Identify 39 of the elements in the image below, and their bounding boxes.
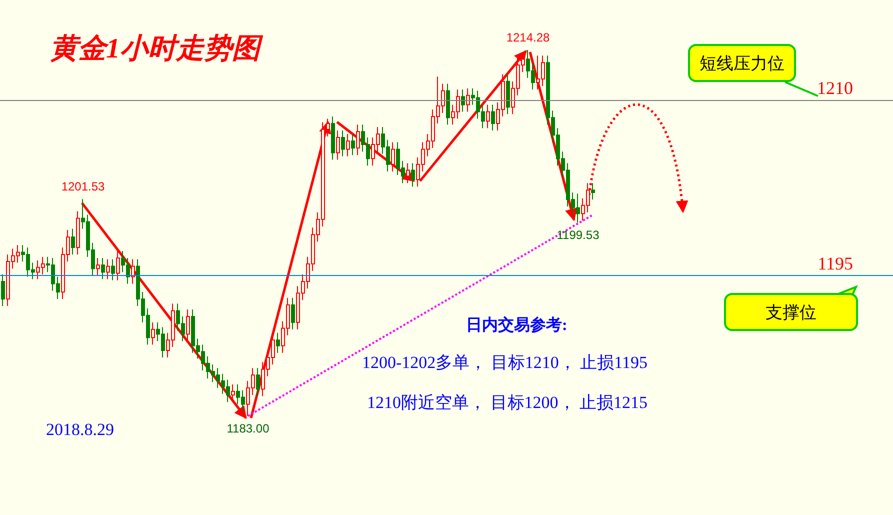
- annotation: 1183.00: [226, 422, 270, 436]
- candlestick: [346, 134, 350, 157]
- candlestick: [151, 322, 155, 346]
- candlestick: [491, 104, 495, 131]
- annotation: 1201.53: [61, 180, 106, 194]
- candlestick: [1, 274, 5, 307]
- candlestick: [331, 116, 335, 160]
- candlestick: [76, 210, 80, 256]
- candlestick: [336, 130, 340, 160]
- annotation: 1214.28: [506, 30, 550, 44]
- annotation: 1200-1202多单， 目标1210， 止损1195: [362, 352, 648, 374]
- candlestick: [101, 258, 105, 280]
- candlestick: [111, 258, 115, 281]
- candlestick: [96, 258, 100, 276]
- candlestick: [506, 74, 510, 115]
- candlestick: [351, 134, 355, 156]
- annotation: 1199.53: [556, 228, 600, 242]
- candlestick: [486, 104, 490, 129]
- candlestick: [231, 384, 235, 402]
- ref-line-label: 1210: [817, 78, 853, 98]
- text: 2018.8.29: [46, 420, 114, 440]
- candlestick: [116, 250, 120, 281]
- candlestick: [466, 88, 470, 112]
- annotation: 日内交易参考:: [466, 315, 568, 336]
- chart-title: 黄金1小时走势图: [50, 34, 264, 64]
- ref-line-label: 1195: [818, 254, 853, 274]
- candlestick: [341, 130, 345, 157]
- candlestick: [71, 228, 75, 256]
- candlestick: [411, 162, 415, 188]
- candlestick: [131, 258, 135, 284]
- candlestick: [106, 258, 110, 280]
- candlestick: [591, 182, 595, 200]
- candlestick: [446, 83, 450, 126]
- candlestick: [356, 124, 360, 156]
- annotation: 1210附近空单， 目标1200， 止损1215: [367, 392, 648, 414]
- candlestick: [186, 309, 190, 342]
- candlestick: [461, 89, 465, 112]
- callout-box: 短线压力位: [688, 44, 796, 82]
- candlestick: [391, 142, 395, 172]
